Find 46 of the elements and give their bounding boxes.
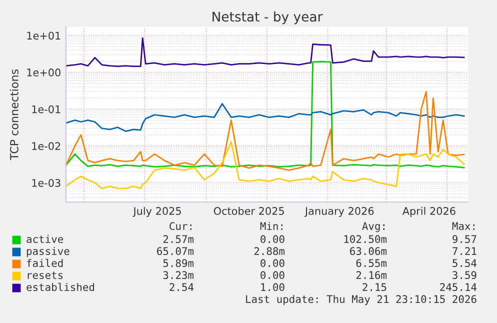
x-tick-label: January 2026 [304, 207, 374, 217]
chart-title: Netstat - by year [212, 11, 323, 24]
y-tick-label: 1e-02 [32, 142, 60, 150]
text: Min: [260, 222, 282, 230]
text: 9.57 [452, 235, 476, 244]
legend-label: resets [28, 272, 63, 280]
text: 1.00 [261, 283, 284, 292]
x-tick-label: October 2025 [214, 206, 284, 215]
text: 2.88m [254, 247, 285, 256]
text: 2.16m [356, 271, 387, 280]
text: 2.15 [362, 283, 386, 292]
text: Last update: Thu May 21 23:10:15 2026 [246, 294, 476, 306]
line-series [66, 141, 465, 190]
legend-label: established [26, 282, 94, 292]
text: 6.55m [356, 259, 387, 268]
line-series [66, 37, 465, 68]
text: 0.00 [260, 271, 284, 280]
text: Avg: [362, 222, 384, 232]
x-tick-label: April 2026 [402, 206, 456, 217]
text: 0.00 [260, 259, 284, 268]
line-series [66, 90, 465, 171]
line-series [66, 60, 465, 168]
text: 65.07m [157, 247, 194, 256]
text: 2.54 [170, 283, 194, 292]
y-axis-title: TCP connections [10, 69, 18, 160]
text: 5.89m [163, 259, 194, 268]
text: 7.21 [452, 247, 476, 255]
text: 245.14 [440, 283, 477, 292]
y-tick-label: 1e-03 [32, 178, 60, 187]
y-tick-label: 1e-01 [32, 105, 60, 114]
text: 63.06m [350, 247, 387, 256]
line-series [66, 103, 465, 132]
legend-label: active [26, 234, 64, 244]
legend-label: failed [26, 258, 63, 268]
text: 3.59 [452, 271, 476, 280]
text: 3.23m [163, 271, 194, 280]
text: Cur: [170, 222, 192, 230]
text: 0.00 [260, 235, 284, 244]
y-tick-label: 1e+00 [27, 68, 60, 76]
text: 102.50m [344, 235, 387, 244]
text: Max: [452, 222, 474, 230]
text: 2.57m [163, 235, 194, 244]
legend-label: passive [26, 246, 70, 258]
text: 5.54 [452, 259, 477, 268]
y-tick-label: 1e+01 [27, 32, 60, 40]
x-tick-label: July 2025 [132, 206, 181, 217]
